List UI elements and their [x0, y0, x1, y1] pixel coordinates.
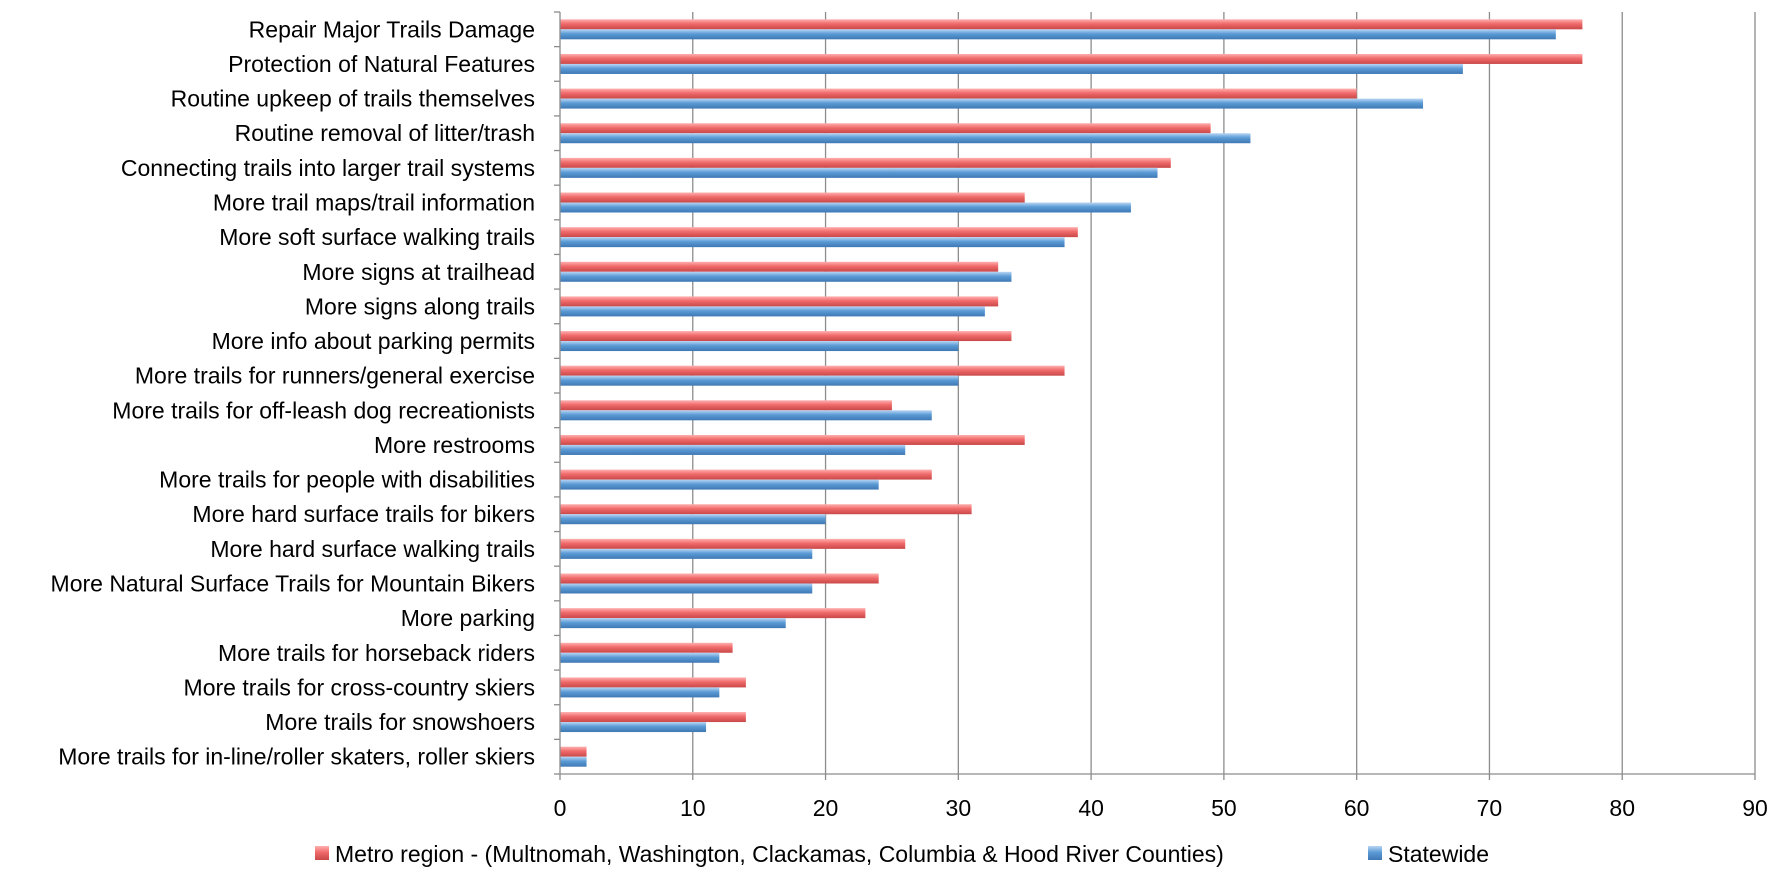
category-label: Connecting trails into larger trail syst…: [121, 155, 535, 181]
x-tick-label: 0: [554, 795, 567, 821]
category-label: Protection of Natural Features: [228, 51, 535, 77]
category-label: More hard surface trails for bikers: [192, 501, 535, 527]
x-tick-label: 10: [680, 795, 706, 821]
bar-metro-17: [560, 608, 866, 619]
category-label: More trails for people with disabilities: [159, 467, 535, 493]
bar-metro-15: [560, 538, 906, 549]
bar-metro-4: [560, 157, 1171, 168]
category-label: More trails for runners/general exercise: [135, 363, 535, 389]
category-label: More info about parking permits: [212, 328, 535, 354]
category-label: Routine upkeep of trails themselves: [171, 86, 535, 112]
bar-statewide-16: [560, 583, 813, 594]
x-tick-label: 30: [946, 795, 972, 821]
x-tick-label: 40: [1078, 795, 1104, 821]
bar-statewide-2: [560, 98, 1424, 109]
x-tick-label: 80: [1609, 795, 1635, 821]
bar-statewide-10: [560, 375, 959, 386]
bar-statewide-14: [560, 514, 826, 525]
bar-metro-1: [560, 53, 1583, 64]
category-label: More trails for cross-country skiers: [184, 674, 535, 700]
bar-metro-7: [560, 261, 999, 272]
x-tick-label: 70: [1477, 795, 1503, 821]
bar-statewide-12: [560, 444, 906, 455]
category-label: More trails for horseback riders: [218, 640, 535, 666]
bar-statewide-4: [560, 167, 1158, 178]
bar-metro-2: [560, 88, 1357, 99]
bar-metro-12: [560, 434, 1025, 445]
bar-metro-8: [560, 296, 999, 307]
bar-statewide-18: [560, 652, 720, 663]
category-labels: Repair Major Trails Damage Protection of …: [51, 16, 535, 769]
category-label: More Natural Surface Trails for Mountain…: [51, 571, 535, 597]
bar-metro-10: [560, 365, 1065, 376]
bar-metro-6: [560, 227, 1078, 238]
bar-statewide-7: [560, 271, 1012, 282]
bar-statewide-0: [560, 29, 1556, 40]
bar-metro-14: [560, 504, 972, 515]
axes: [554, 11, 1756, 780]
category-label: More hard surface walking trails: [210, 536, 535, 562]
bar-statewide-21: [560, 756, 587, 767]
legend-label-metro: Metro region - (Multnomah, Washington, C…: [335, 841, 1224, 867]
bar-statewide-13: [560, 479, 879, 490]
x-tick-label: 90: [1742, 795, 1768, 821]
category-label: More trail maps/trail information: [213, 190, 535, 216]
category-label: Routine removal of litter/trash: [235, 120, 535, 146]
bar-metro-19: [560, 677, 746, 688]
bar-metro-18: [560, 642, 733, 653]
bar-statewide-11: [560, 410, 932, 421]
category-label: More trails for snowshoers: [265, 709, 535, 735]
legend-swatch-statewide: [1368, 846, 1382, 860]
category-label: Repair Major Trails Damage: [249, 16, 535, 42]
x-tick-label: 50: [1211, 795, 1237, 821]
bar-statewide-5: [560, 202, 1131, 213]
legend-swatch-metro: [315, 846, 329, 860]
bar-metro-20: [560, 712, 746, 723]
bar-metro-16: [560, 573, 879, 584]
x-tick-label: 20: [813, 795, 839, 821]
bars: [560, 19, 1583, 767]
bar-metro-9: [560, 331, 1012, 342]
bar-statewide-8: [560, 306, 985, 317]
category-label: More trails for off-leash dog recreation…: [112, 397, 535, 423]
bar-metro-21: [560, 746, 587, 757]
category-label: More signs at trailhead: [302, 259, 535, 285]
category-label: More soft surface walking trails: [219, 224, 535, 250]
category-label: More restrooms: [374, 432, 535, 458]
bar-statewide-1: [560, 63, 1463, 74]
bar-metro-11: [560, 400, 892, 411]
bar-statewide-3: [560, 133, 1251, 144]
bar-statewide-20: [560, 722, 707, 733]
bar-statewide-15: [560, 548, 813, 559]
bar-metro-0: [560, 19, 1583, 30]
legend-label-statewide: Statewide: [1388, 841, 1489, 867]
bar-metro-5: [560, 192, 1025, 203]
bar-statewide-17: [560, 618, 786, 629]
bar-metro-13: [560, 469, 932, 480]
bar-metro-3: [560, 123, 1211, 134]
bar-statewide-19: [560, 687, 720, 698]
bar-statewide-9: [560, 341, 959, 352]
bar-statewide-6: [560, 237, 1065, 248]
category-label: More signs along trails: [305, 293, 535, 319]
x-tick-label: 60: [1344, 795, 1370, 821]
category-label: More parking: [401, 605, 535, 631]
category-label: More trails for in-line/roller skaters, …: [58, 744, 535, 770]
legend: Metro region - (Multnomah, Washington, C…: [315, 841, 1489, 867]
x-tick-labels: 0 10 20 30 40 50 60 70 80 90: [554, 795, 1768, 821]
